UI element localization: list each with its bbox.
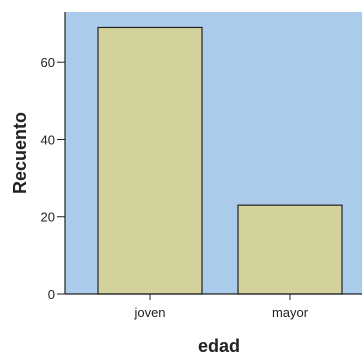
bar-mayor: [237, 204, 343, 295]
y-tick-label: 60: [41, 55, 55, 70]
x-tick-label: mayor: [272, 305, 309, 320]
y-tick-label: 20: [41, 210, 55, 225]
y-tick-label: 0: [48, 287, 55, 302]
x-axis-title: edad: [198, 336, 240, 356]
y-tick-label: 40: [41, 132, 55, 147]
y-axis-title: Recuento: [10, 112, 30, 194]
x-tick-label: joven: [133, 305, 165, 320]
bar-joven: [97, 26, 203, 295]
